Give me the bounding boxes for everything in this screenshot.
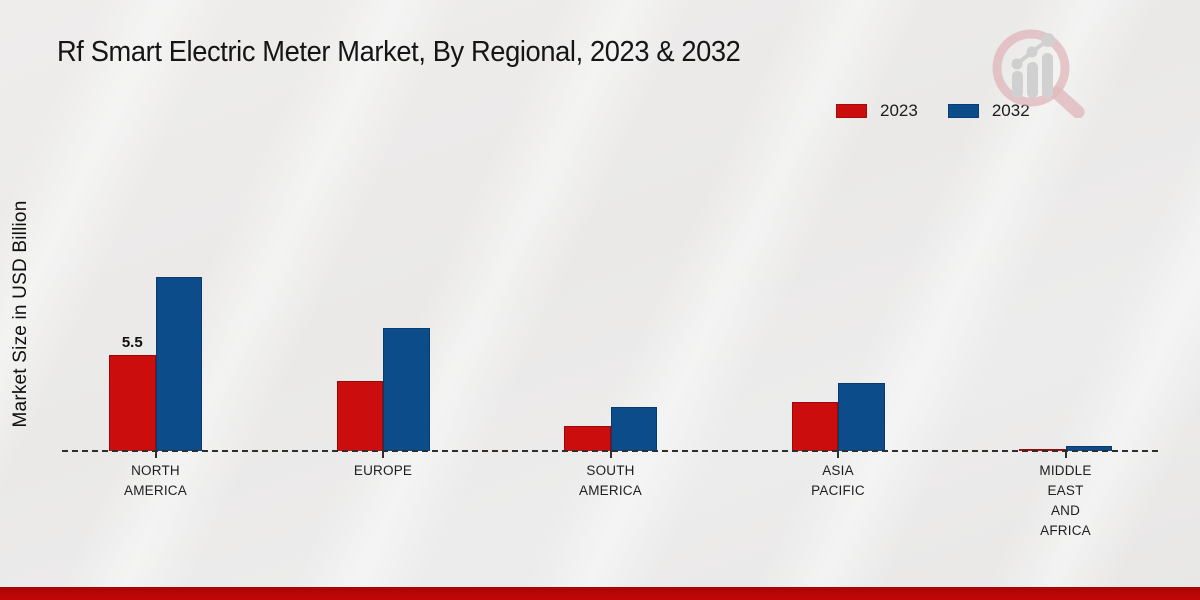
legend-swatch-2023-icon	[836, 104, 867, 118]
bar-2032-middle-east-and-africa	[1065, 445, 1112, 451]
category-label-north-america: NORTH AMERICA	[124, 463, 187, 498]
bar-2032-asia-pacific	[838, 382, 885, 451]
legend-label-2032: 2032	[991, 101, 1030, 120]
bar-2023-north-america	[109, 354, 156, 451]
magnifier-analytics-logo-icon	[992, 29, 1085, 118]
footer-red-band	[0, 587, 1200, 600]
legend-label-2023: 2023	[880, 101, 918, 120]
bar-2023-asia-pacific	[791, 401, 838, 451]
category-label-middle-east-and-africa: MIDDLE EAST AND AFRICA	[1039, 463, 1092, 538]
bar-2032-south-america	[610, 407, 657, 451]
x-axis-tick	[382, 451, 384, 458]
chart-title: Rf Smart Electric Meter Market, By Regio…	[57, 36, 741, 68]
bar-value-label: 5.5	[121, 333, 143, 351]
legend-item-2032: 2032	[947, 101, 1030, 121]
x-axis-tick	[154, 451, 157, 458]
x-axis-tick	[609, 451, 612, 458]
bar-2032-europe	[383, 328, 430, 451]
legend-swatch-2032-icon	[947, 104, 979, 118]
bar-2023-europe	[336, 380, 383, 451]
x-axis-tick	[1064, 451, 1067, 458]
category-label-europe: EUROPE	[353, 463, 413, 478]
x-axis-tick	[837, 451, 839, 458]
bar-2032-north-america	[155, 277, 202, 451]
bar-2023-south-america	[564, 426, 611, 451]
category-label-south-america: SOUTH AMERICA	[579, 463, 642, 498]
legend-item-2023: 2023	[836, 101, 918, 121]
legend: 2023 2032	[836, 101, 1030, 121]
category-label-asia-pacific: ASIA PACIFIC	[811, 463, 865, 498]
